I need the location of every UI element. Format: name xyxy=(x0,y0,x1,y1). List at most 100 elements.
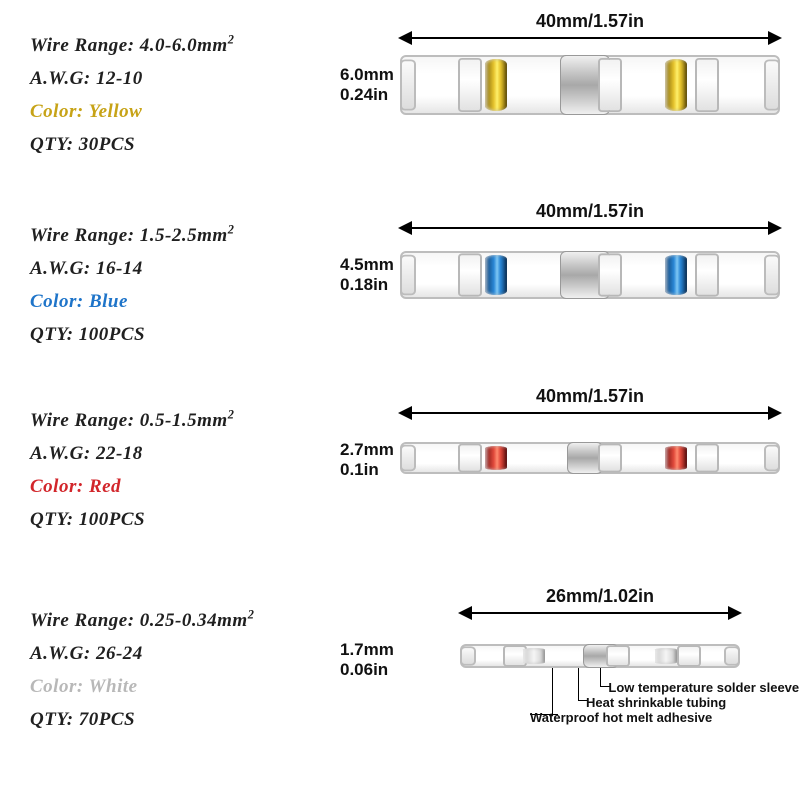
tube-cap-left xyxy=(400,255,416,295)
color-line: Color: Red xyxy=(30,470,340,503)
length-arrow xyxy=(400,412,780,414)
crimp-notch xyxy=(695,58,719,112)
wire-range-label: Wire Range: xyxy=(30,35,135,56)
diameter-label: 6.0mm0.24in xyxy=(340,65,394,104)
length-label: 40mm/1.57in xyxy=(400,386,780,407)
tube-cap-left xyxy=(460,646,476,665)
awg-value: 12-10 xyxy=(96,68,143,89)
product-row: Wire Range: 4.0-6.0mm2 A.W.G: 12-10 Colo… xyxy=(0,0,800,190)
color-band-left xyxy=(485,255,507,295)
diameter-label: 4.5mm0.18in xyxy=(340,255,394,294)
awg-label: A.W.G: xyxy=(30,258,91,279)
callout-adhesive: Waterproof hot melt adhesive xyxy=(530,710,712,725)
crimp-notch xyxy=(458,444,482,473)
connector-tube xyxy=(400,251,780,299)
specs-block: Wire Range: 0.5-1.5mm2 A.W.G: 22-18 Colo… xyxy=(0,404,340,537)
connector-diagram: 40mm/1.57in 6.0mm0.24in xyxy=(340,15,800,175)
wire-range-line: Wire Range: 0.25-0.34mm2 xyxy=(30,604,340,637)
connector-tube xyxy=(400,55,780,115)
crimp-notch xyxy=(598,444,622,473)
qty-line: QTY: 70PCS xyxy=(30,703,340,736)
color-band-right xyxy=(655,648,677,664)
color-band-right xyxy=(665,446,687,470)
callout-line xyxy=(600,668,601,686)
length-label: 40mm/1.57in xyxy=(400,11,780,32)
tube-cap-left xyxy=(400,445,416,471)
tube-cap-right xyxy=(724,646,740,665)
crimp-notch xyxy=(458,253,482,296)
connector-tube xyxy=(400,442,780,474)
wire-range-label: Wire Range: xyxy=(30,225,135,246)
crimp-notch xyxy=(695,444,719,473)
length-arrow xyxy=(400,37,780,39)
length-arrow xyxy=(460,612,740,614)
qty-label: QTY: xyxy=(30,324,74,345)
qty-label: QTY: xyxy=(30,134,74,155)
callout-line xyxy=(552,668,553,714)
awg-value: 22-18 xyxy=(96,443,143,464)
awg-line: A.W.G: 12-10 xyxy=(30,62,340,95)
color-label: Color: xyxy=(30,291,84,312)
color-band-left xyxy=(485,446,507,470)
awg-label: A.W.G: xyxy=(30,68,91,89)
qty-line: QTY: 100PCS xyxy=(30,503,340,536)
awg-label: A.W.G: xyxy=(30,643,91,664)
awg-line: A.W.G: 26-24 xyxy=(30,637,340,670)
qty-label: QTY: xyxy=(30,509,74,530)
wire-range-label: Wire Range: xyxy=(30,410,135,431)
color-label: Color: xyxy=(30,676,84,697)
color-line: Color: White xyxy=(30,670,340,703)
wire-range-value: 4.0-6.0mm2 xyxy=(140,35,235,56)
crimp-notch xyxy=(598,58,622,112)
crimp-notch xyxy=(695,253,719,296)
awg-label: A.W.G: xyxy=(30,443,91,464)
callout-solder: Low temperature solder sleeve xyxy=(608,680,799,695)
length-label: 26mm/1.02in xyxy=(460,586,740,607)
wire-range-line: Wire Range: 1.5-2.5mm2 xyxy=(30,219,340,252)
color-line: Color: Yellow xyxy=(30,95,340,128)
wire-range-value: 1.5-2.5mm2 xyxy=(140,225,235,246)
color-label: Color: xyxy=(30,101,84,122)
awg-line: A.W.G: 16-14 xyxy=(30,252,340,285)
length-arrow xyxy=(400,227,780,229)
qty-label: QTY: xyxy=(30,709,74,730)
product-row: Wire Range: 0.25-0.34mm2 A.W.G: 26-24 Co… xyxy=(0,560,800,780)
tube-cap-right xyxy=(764,255,780,295)
color-band-right xyxy=(665,255,687,295)
awg-value: 26-24 xyxy=(96,643,143,664)
color-value: Red xyxy=(89,476,121,497)
callout-line xyxy=(578,668,579,700)
connector-diagram: 40mm/1.57in 2.7mm0.1in xyxy=(340,390,800,550)
wire-range-value: 0.25-0.34mm2 xyxy=(140,610,255,631)
connector-diagram: 26mm/1.02in 1.7mm0.06in Low temperature … xyxy=(340,590,800,750)
awg-line: A.W.G: 22-18 xyxy=(30,437,340,470)
qty-value: 100PCS xyxy=(79,324,145,345)
diameter-label: 1.7mm0.06in xyxy=(340,640,394,679)
qty-line: QTY: 30PCS xyxy=(30,128,340,161)
callout-group: Low temperature solder sleeve Heat shrin… xyxy=(460,668,740,768)
awg-value: 16-14 xyxy=(96,258,143,279)
color-value: Yellow xyxy=(89,101,143,122)
length-label: 40mm/1.57in xyxy=(400,201,780,222)
product-row: Wire Range: 1.5-2.5mm2 A.W.G: 16-14 Colo… xyxy=(0,190,800,380)
diameter-label: 2.7mm0.1in xyxy=(340,440,394,479)
tube-cap-right xyxy=(764,59,780,110)
tube-cap-left xyxy=(400,59,416,110)
color-line: Color: Blue xyxy=(30,285,340,318)
specs-block: Wire Range: 4.0-6.0mm2 A.W.G: 12-10 Colo… xyxy=(0,29,340,162)
wire-range-value: 0.5-1.5mm2 xyxy=(140,410,235,431)
crimp-notch xyxy=(598,253,622,296)
specs-block: Wire Range: 1.5-2.5mm2 A.W.G: 16-14 Colo… xyxy=(0,219,340,352)
color-band-left xyxy=(523,648,545,664)
product-row: Wire Range: 0.5-1.5mm2 A.W.G: 22-18 Colo… xyxy=(0,380,800,560)
callout-tubing: Heat shrinkable tubing xyxy=(586,695,726,710)
crimp-notch xyxy=(606,645,630,667)
connector-tube xyxy=(460,644,740,668)
qty-line: QTY: 100PCS xyxy=(30,318,340,351)
color-label: Color: xyxy=(30,476,84,497)
qty-value: 30PCS xyxy=(79,134,135,155)
color-band-left xyxy=(485,59,507,111)
crimp-notch xyxy=(458,58,482,112)
crimp-notch xyxy=(677,645,701,667)
color-value: Blue xyxy=(89,291,128,312)
